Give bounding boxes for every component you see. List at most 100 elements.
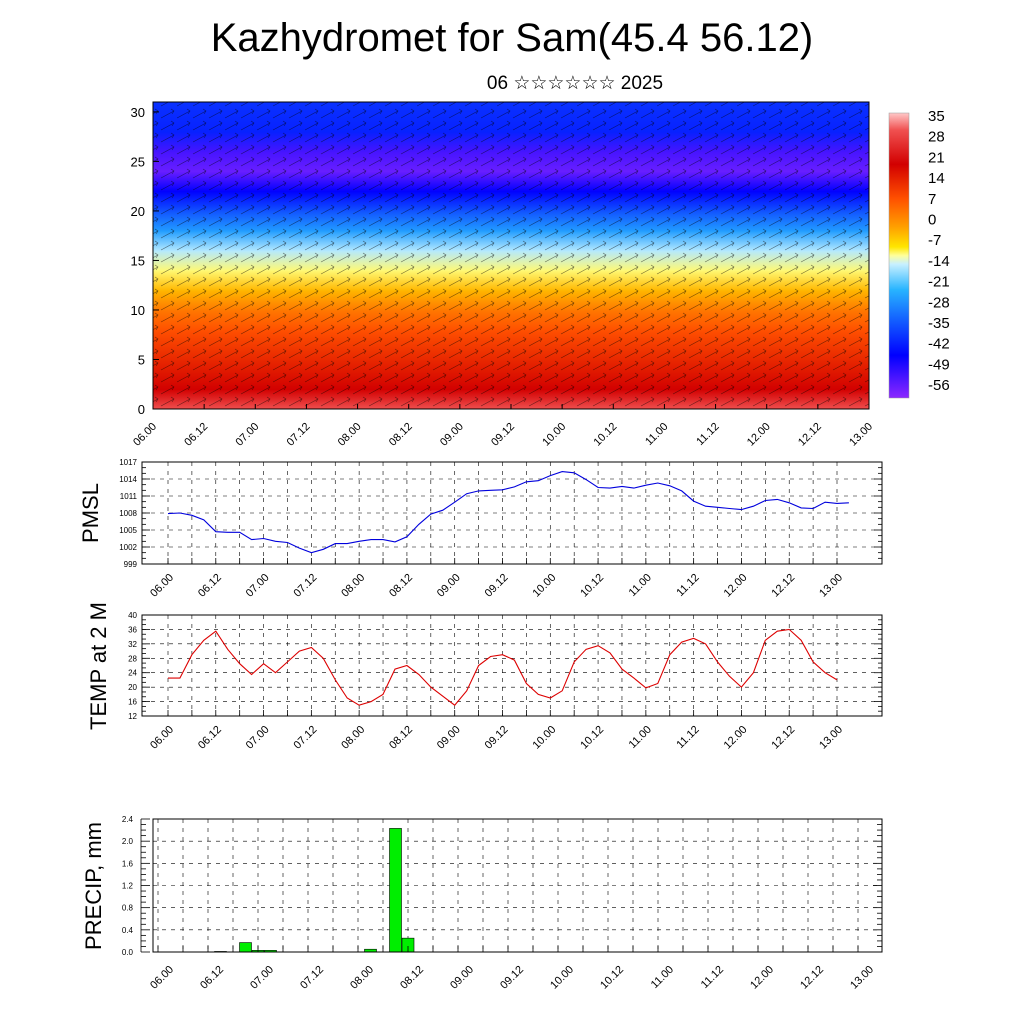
x-tick-label: 13.00	[817, 572, 845, 600]
precip-axes: 0.0 0.4 0.8 1.2 1.6 2.0 2.4 06.00 06.12 07.00 07.1…	[122, 815, 882, 992]
x-tick-label: 09.00	[448, 964, 476, 992]
x-tick-label: 09.00	[438, 421, 466, 449]
y-tick-label: 0.0	[122, 948, 134, 957]
x-tick-label: 12.00	[745, 421, 773, 449]
y-tick-label: 1005	[119, 526, 137, 535]
colorbar-label: 28	[928, 129, 945, 146]
x-tick-label: 12.00	[748, 964, 776, 992]
x-tick-label: 10.00	[530, 724, 558, 752]
pmsl-grid	[142, 461, 882, 565]
colorbar-label: 35	[928, 108, 945, 125]
x-tick-label: 10.12	[591, 421, 619, 449]
y-tick-label: 10	[131, 303, 145, 318]
x-tick-label: 11.12	[694, 421, 721, 448]
temp-ylabel: TEMP at 2 M	[86, 602, 111, 730]
precip-ylabel: PRECIP, mm	[81, 822, 106, 950]
y-tick-label: 1014	[119, 475, 137, 484]
colorbar-label: 21	[928, 149, 945, 166]
series-line	[168, 628, 838, 706]
colorbar-label: -14	[928, 253, 950, 270]
y-tick-label: 1011	[120, 492, 138, 501]
x-tick-label: 08.00	[339, 572, 367, 600]
x-tick-label: 08.00	[348, 964, 376, 992]
x-tick-label: 06.12	[196, 572, 224, 600]
x-tick-label: 08.12	[387, 421, 415, 449]
x-tick-label: 11.00	[649, 964, 676, 991]
y-tick-label: 5	[138, 352, 145, 367]
x-tick-label: 08.12	[398, 964, 426, 992]
y-tick-label: 12	[128, 712, 137, 721]
colorbar-label: -49	[928, 356, 950, 373]
x-tick-label: 09.00	[435, 724, 463, 752]
y-tick-label: 15	[131, 253, 145, 268]
x-tick-label: 06.00	[148, 572, 176, 600]
x-tick-label: 09.12	[483, 724, 511, 752]
colorbar-label: -28	[928, 294, 950, 311]
x-tick-label: 10.00	[530, 572, 558, 600]
colorbar-label: 14	[928, 170, 945, 187]
x-tick-label: 08.12	[387, 572, 415, 600]
x-tick-label: 11.12	[699, 964, 726, 991]
x-tick-label: 13.00	[848, 964, 876, 992]
y-tick-label: 30	[131, 105, 145, 120]
y-tick-label: 20	[128, 683, 137, 692]
y-tick-label: 2.4	[122, 815, 134, 824]
x-tick-label: 10.12	[578, 572, 606, 600]
x-tick-label: 09.00	[435, 572, 463, 600]
y-tick-label: 32	[128, 640, 137, 649]
x-tick-label: 12.12	[769, 572, 797, 600]
x-tick-label: 09.12	[498, 964, 526, 992]
series-line	[167, 471, 849, 554]
x-tick-label: 08.00	[339, 724, 367, 752]
x-tick-label: 11.00	[643, 421, 670, 448]
cross-section-x-axis: 06.00 06.12 07.00 07.12 08.00 08.12 09.00 09.12…	[131, 404, 875, 449]
x-tick-label: 09.12	[483, 572, 511, 600]
y-tick-label: 2.0	[122, 837, 134, 846]
y-tick-label: 1.6	[122, 859, 134, 868]
colorbar-label: -35	[928, 315, 950, 332]
x-tick-label: 11.12	[674, 724, 701, 751]
y-tick-label: 25	[131, 154, 145, 169]
x-tick-label: 12.00	[722, 724, 750, 752]
x-tick-label: 06.12	[196, 724, 224, 752]
colorbar-labels: 35 28 21 14 7 0 -7 -14 -21 -28 -35 -42 -49 -56	[928, 108, 950, 394]
colorbar: 35 28 21 14 7 0 -7 -14 -21 -28 -35 -42 -49 -56	[888, 108, 950, 399]
x-tick-label: 13.00	[847, 421, 875, 449]
wind-barbs-overlay	[153, 102, 869, 409]
x-tick-label: 06.00	[148, 964, 176, 992]
x-tick-label: 07.00	[248, 964, 276, 992]
precip-bars	[214, 828, 415, 953]
colorbar-label: 0	[928, 212, 936, 229]
temp-frame	[141, 614, 883, 717]
x-tick-label: 11.00	[627, 572, 654, 599]
x-tick-label: 08.00	[336, 421, 364, 449]
colorbar-label: -7	[928, 232, 941, 249]
pmsl-panel: 999 1002 1005 1008 1011 1014 1017 06.00 06.12 07.…	[78, 458, 883, 600]
x-tick-label: 07.00	[233, 421, 261, 449]
x-tick-label: 12.12	[769, 724, 797, 752]
precip-grid	[153, 818, 882, 953]
x-tick-label: 12.12	[798, 964, 826, 992]
x-tick-label: 06.00	[148, 724, 176, 752]
x-tick-label: 07.00	[244, 724, 272, 752]
cross-section-y-axis: 0 5 10 15 20 25 30	[131, 105, 159, 417]
x-tick-label: 10.00	[548, 964, 576, 992]
x-tick-label: 07.12	[285, 421, 313, 449]
temp-panel: 12 16 20 24 28 32 36 40 06.00 06.12 07.00 07.12 08.0…	[86, 602, 883, 752]
y-tick-label: 16	[128, 698, 137, 707]
temp-grid	[142, 614, 882, 717]
x-tick-label: 07.00	[244, 572, 272, 600]
x-tick-label: 12.12	[796, 421, 824, 449]
colorbar-label: -42	[928, 336, 950, 353]
x-tick-label: 06.12	[198, 964, 226, 992]
y-tick-label: 1.2	[122, 882, 134, 891]
x-tick-label: 07.12	[292, 572, 320, 600]
y-tick-label: 0	[138, 402, 145, 417]
precip-bar	[239, 942, 252, 953]
x-tick-label: 08.12	[387, 724, 415, 752]
x-tick-label: 11.12	[674, 572, 701, 599]
y-tick-label: 36	[128, 625, 137, 634]
x-tick-label: 06.12	[182, 421, 210, 449]
pmsl-ylabel: PMSL	[78, 483, 103, 543]
